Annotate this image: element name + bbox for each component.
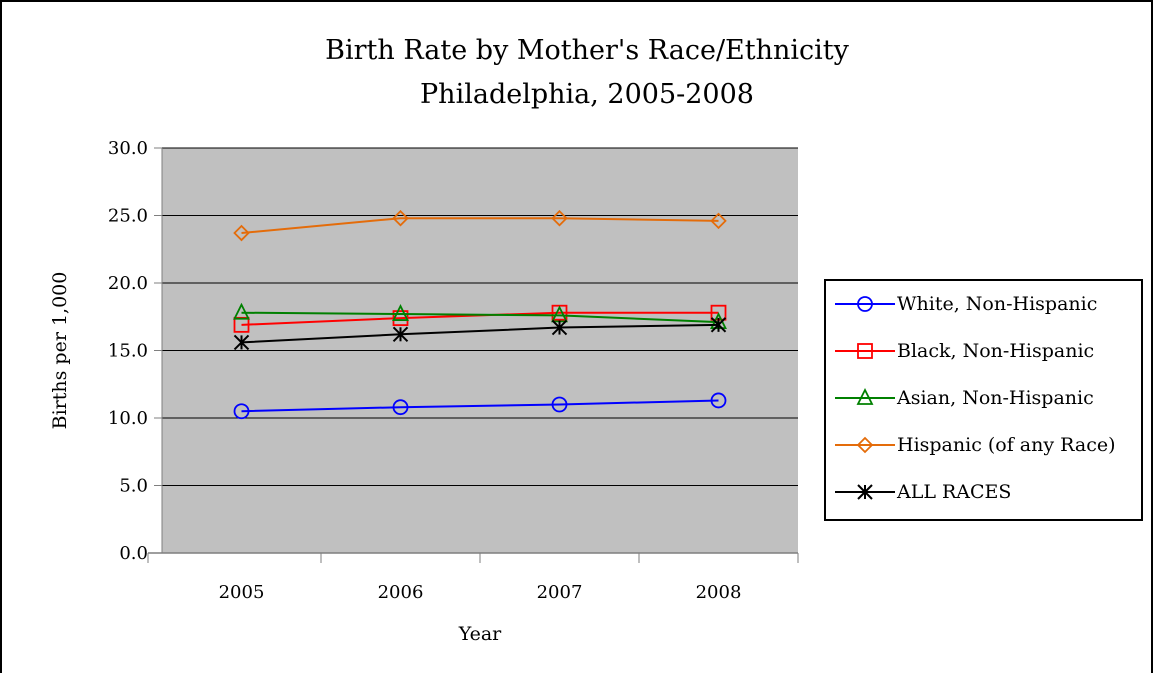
legend-item: White, Non-Hispanic — [835, 293, 1097, 315]
y-tick-label: 0.0 — [119, 543, 148, 564]
legend-item: Asian, Non-Hispanic — [835, 387, 1094, 409]
data-point — [233, 403, 250, 420]
series-line — [241, 399, 719, 413]
legend-label: Hispanic (of any Race) — [897, 434, 1116, 456]
data-point — [551, 396, 568, 413]
y-tick-label: 15.0 — [108, 341, 148, 362]
legend-marker — [857, 343, 873, 359]
legend-marker — [857, 296, 873, 312]
data-point — [233, 224, 250, 242]
data-point — [392, 326, 409, 343]
data-point — [233, 302, 250, 320]
series-0 — [233, 392, 727, 420]
series-line — [241, 217, 719, 235]
x-tick-label: 2006 — [378, 582, 424, 603]
data-point — [710, 392, 727, 409]
y-axis-label: Births per 1,000 — [49, 272, 71, 430]
data-point — [392, 304, 409, 321]
x-tick-label: 2005 — [219, 582, 265, 603]
x-axis-label: Year — [458, 623, 502, 645]
data-point — [551, 209, 568, 227]
series-4 — [233, 317, 727, 351]
x-tick-label: 2007 — [537, 582, 583, 603]
y-tick-label: 5.0 — [119, 476, 148, 497]
legend-item: Hispanic (of any Race) — [835, 434, 1116, 456]
data-point — [392, 399, 409, 416]
chart-title: Birth Rate by Mother's Race/Ethnicity — [325, 35, 849, 66]
legend-label: ALL RACES — [896, 481, 1011, 503]
legend-item: ALL RACES — [835, 481, 1011, 503]
data-point — [233, 334, 250, 351]
legend-label: White, Non-Hispanic — [897, 293, 1097, 315]
legend-marker — [857, 484, 873, 500]
y-tick-label: 30.0 — [108, 138, 148, 159]
data-point — [551, 319, 568, 336]
data-point — [710, 317, 727, 333]
legend-marker — [856, 387, 874, 405]
series-line — [241, 323, 719, 344]
chart-subtitle: Philadelphia, 2005-2008 — [420, 79, 754, 110]
y-tick-label: 10.0 — [108, 408, 148, 429]
legend-box — [824, 279, 1143, 521]
legend-marker — [856, 436, 874, 454]
series-line — [241, 311, 719, 324]
legend-item: Black, Non-Hispanic — [835, 340, 1094, 362]
legend: White, Non-Hispanic Black, Non-Hispanic As… — [824, 279, 1143, 521]
series-3 — [233, 209, 727, 242]
y-tick-label: 20.0 — [108, 273, 148, 294]
data-point — [710, 212, 727, 230]
x-tick-label: 2008 — [696, 582, 742, 603]
legend-label: Black, Non-Hispanic — [897, 340, 1094, 362]
data-point — [392, 209, 409, 227]
y-tick-label: 25.0 — [108, 206, 148, 227]
legend-label: Asian, Non-Hispanic — [896, 387, 1094, 409]
